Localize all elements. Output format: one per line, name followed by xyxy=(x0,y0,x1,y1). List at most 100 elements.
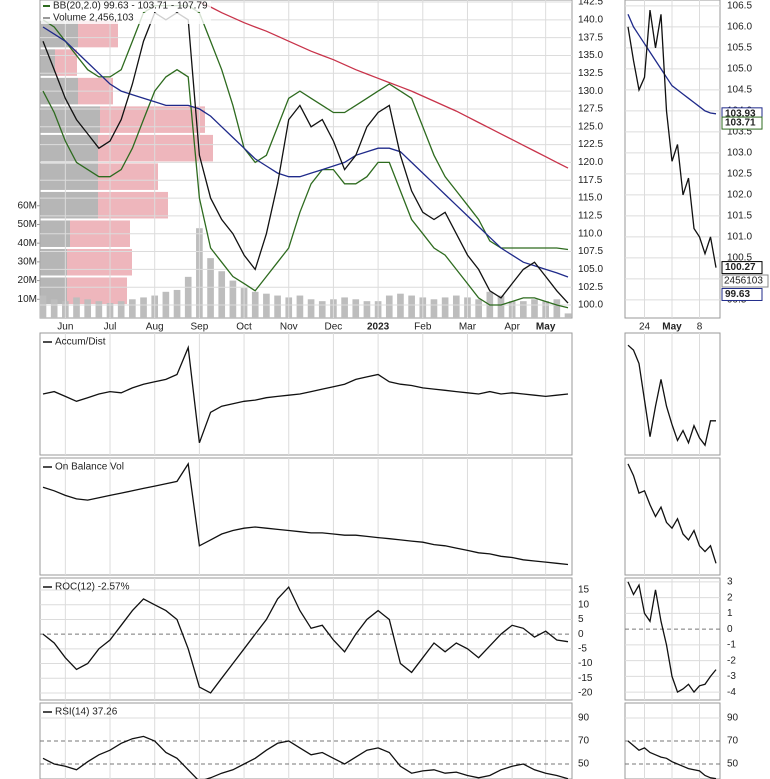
y-tick-label: 0 xyxy=(578,629,584,640)
x-tick-label: 8 xyxy=(697,322,703,333)
series-line xyxy=(627,463,717,564)
y-tick-label: 0 xyxy=(727,624,733,635)
series-line xyxy=(627,344,716,447)
volume-bar xyxy=(296,295,304,318)
y-tick-label: 40M xyxy=(18,238,37,249)
y-tick-label: 105.5 xyxy=(727,43,752,54)
volume-bar xyxy=(430,299,438,318)
y-tick-label: -5 xyxy=(578,643,587,654)
y-tick-label: 100.0 xyxy=(578,300,603,311)
y-tick-label: 103.5 xyxy=(727,127,752,138)
y-tick-label: 10M xyxy=(18,294,37,305)
volume-bar xyxy=(318,301,326,318)
y-tick-label: 50M xyxy=(18,219,37,230)
y-tick-label: 5 xyxy=(578,614,584,625)
y-tick-label: 101.5 xyxy=(727,211,752,222)
volume-bar xyxy=(397,293,404,318)
y-tick-label: 50 xyxy=(727,759,739,770)
y-tick-label: 90 xyxy=(578,713,590,724)
volume-bar xyxy=(140,297,147,318)
y-tick-label: -15 xyxy=(578,673,593,684)
volume-profile-bar xyxy=(100,106,205,133)
x-tick-label: Apr xyxy=(504,322,520,333)
y-tick-label: 2 xyxy=(727,592,733,603)
volume-bar xyxy=(341,297,348,318)
y-tick-label: 117.5 xyxy=(578,175,603,186)
y-tick-label: 15 xyxy=(578,585,590,596)
volume-bar xyxy=(531,299,538,318)
y-tick-label: 105.0 xyxy=(578,264,603,275)
y-tick-label: 110.0 xyxy=(578,228,603,239)
y-tick-label: 115.0 xyxy=(578,193,603,204)
series-line xyxy=(627,581,717,694)
y-tick-label: 50 xyxy=(578,759,590,770)
volume-bar xyxy=(84,299,92,318)
y-tick-label: 101.0 xyxy=(727,232,752,243)
y-tick-label: 120.0 xyxy=(578,157,603,168)
panel-frame xyxy=(39,332,573,456)
volume-bar xyxy=(475,299,482,318)
volume-tag xyxy=(721,274,769,288)
volume-profile-bar xyxy=(55,49,77,76)
series-line xyxy=(42,68,569,309)
volume-bar xyxy=(129,299,136,318)
legend-entry: Volume 2,456,103 xyxy=(53,13,134,24)
volume-bar xyxy=(363,301,371,318)
volume-bar xyxy=(441,297,449,318)
series-line xyxy=(42,26,569,278)
legend-bg xyxy=(41,13,211,24)
x-tick-label: May xyxy=(536,322,556,333)
y-tick-label: -2 xyxy=(727,655,736,666)
y-tick-label: -1 xyxy=(727,640,736,651)
price-tag-label: 99.63 xyxy=(725,289,750,300)
y-tick-label: 127.5 xyxy=(578,104,603,115)
x-tick-label: Jul xyxy=(104,322,117,333)
y-tick-label: -3 xyxy=(727,671,736,682)
y-tick-label: 137.5 xyxy=(578,32,603,43)
y-tick-label: -10 xyxy=(578,658,593,669)
y-tick-label: 102.0 xyxy=(727,190,752,201)
volume-bar xyxy=(218,271,226,318)
y-tick-label: 112.5 xyxy=(578,211,603,222)
y-tick-label: 102.5 xyxy=(578,282,603,293)
volume-bar xyxy=(207,258,214,318)
y-tick-label: 60M xyxy=(18,200,37,211)
volume-bar xyxy=(519,301,527,318)
x-tick-label: Oct xyxy=(236,322,252,333)
price-tag-label: 103.93 xyxy=(725,108,756,119)
price-tag-label: 103.71 xyxy=(725,118,756,129)
y-tick-label: 130.0 xyxy=(578,86,603,97)
y-tick-label: 100.5 xyxy=(727,253,752,264)
panel-title: On Balance Vol xyxy=(55,462,124,473)
volume-bar xyxy=(452,295,460,318)
price-tag xyxy=(721,261,763,275)
y-tick-label: 106.5 xyxy=(727,1,752,12)
series-line xyxy=(627,14,717,115)
x-tick-label: Aug xyxy=(146,322,164,333)
panel-title: ROC(12) -2.57% xyxy=(55,582,130,593)
series-line xyxy=(199,1,569,169)
y-tick-label: 122.5 xyxy=(578,139,603,150)
volume-bar xyxy=(497,295,505,318)
legend-bg xyxy=(41,1,211,12)
volume-profile-bar xyxy=(98,191,168,219)
series-line xyxy=(42,4,569,251)
y-tick-label: -4 xyxy=(727,687,736,698)
volume-bar xyxy=(95,301,103,318)
volume-profile-bar xyxy=(40,163,98,190)
volume-profile-bar xyxy=(40,191,98,219)
y-tick-label: 104.5 xyxy=(727,85,752,96)
volume-bar xyxy=(117,301,125,318)
y-tick-label: 3 xyxy=(727,577,733,588)
x-tick-label: 24 xyxy=(639,322,651,333)
series-line xyxy=(42,345,569,444)
panel-frame xyxy=(39,457,573,576)
y-tick-label: 140.0 xyxy=(578,14,603,25)
price-tag-label: 100.27 xyxy=(725,262,756,273)
volume-profile-bar xyxy=(67,248,132,276)
y-tick-label: 70 xyxy=(578,736,590,747)
y-tick-label: 142.5 xyxy=(578,0,603,8)
volume-bar xyxy=(274,295,281,318)
